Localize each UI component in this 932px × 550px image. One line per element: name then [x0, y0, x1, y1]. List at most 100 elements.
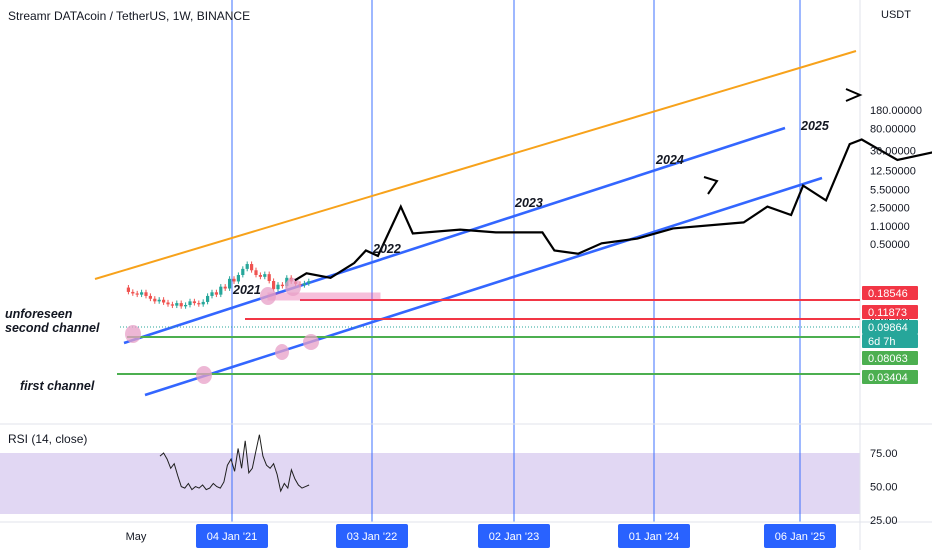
price-badge: 0.09864: [862, 320, 918, 334]
rsi-band: [0, 453, 860, 514]
price-badge: 0.08063: [862, 351, 918, 365]
candle-body: [175, 303, 179, 306]
annotation-2023: 2023: [514, 196, 543, 210]
projection-path: [294, 138, 932, 282]
price-badge-label: 0.03404: [868, 372, 908, 384]
candle-body: [179, 303, 183, 307]
candle-body: [267, 274, 271, 281]
touch-marker: [285, 278, 301, 296]
price-badge: 6d 7h: [862, 334, 918, 348]
price-tick-label: 80.00000: [870, 123, 916, 135]
level-lines: [117, 299, 860, 375]
rsi-tick-label: 75.00: [870, 448, 898, 460]
price-tick-label: 1.10000: [870, 221, 910, 233]
candle-body: [135, 293, 139, 295]
price-candles: [126, 261, 311, 309]
candle-body: [144, 292, 148, 296]
projection-arrowhead: [845, 88, 863, 102]
time-tick-label: 06 Jan '25: [775, 531, 825, 543]
rsi-tick-label: 25.00: [870, 515, 898, 527]
price-badge: 0.03404: [862, 370, 918, 384]
annotation-2024: 2024: [655, 153, 684, 167]
time-tick-label: 01 Jan '24: [629, 531, 679, 543]
candle-body: [236, 275, 240, 282]
candle-body: [232, 278, 236, 282]
candle-body: [272, 281, 276, 290]
price-tick-label: 180.00000: [870, 105, 922, 117]
candle-body: [219, 286, 223, 295]
candle-body: [188, 301, 192, 305]
candle-body: [197, 303, 201, 305]
time-label-bg: [336, 524, 408, 548]
price-badge-label: 0.18546: [868, 288, 908, 300]
time-tick-label: May: [126, 531, 147, 543]
time-label-bg: [478, 524, 550, 548]
price-badge-bg: [862, 286, 918, 300]
price-tick-label: 2.50000: [870, 202, 910, 214]
price-badge-bg: [862, 351, 918, 365]
time-label-bg: [618, 524, 690, 548]
upper-trendline: [94, 50, 857, 280]
candle-body: [184, 304, 188, 307]
time-axis[interactable]: May 04 Jan '21 03 Jan '22 02 Jan '23 01 Jan …: [126, 524, 836, 548]
candle-body: [214, 292, 218, 295]
price-tick-label: 0.50000: [870, 239, 910, 251]
candle-body: [276, 284, 280, 290]
candle-body: [210, 292, 214, 296]
candle-body: [157, 299, 161, 302]
time-tick-label: 02 Jan '23: [489, 531, 539, 543]
price-badge: 0.18546: [862, 286, 918, 300]
candle-body: [148, 295, 152, 299]
annotation-2022: 2022: [372, 242, 401, 256]
first-channel-lower: [144, 176, 823, 397]
price-badge-bg: [862, 334, 918, 348]
candle-body: [302, 283, 306, 286]
price-axis-unit: USDT: [881, 9, 911, 21]
touch-marker: [196, 366, 212, 384]
price-tick-label: 12.50000: [870, 166, 916, 178]
annotation-unforeseen: unforeseen second channel: [5, 307, 100, 335]
touch-marker: [303, 334, 319, 350]
price-badge: 0.11873: [862, 305, 918, 319]
projection-arrowhead: [703, 176, 719, 195]
candle-body: [162, 299, 166, 303]
price-badge-bg: [862, 320, 918, 334]
chart-title: Streamr DATAcoin / TetherUS, 1W, BINANCE: [8, 9, 251, 23]
price-badge-label: 0.08063: [868, 353, 908, 365]
price-tick-label: 30.00000: [870, 146, 916, 158]
candle-body: [241, 268, 245, 276]
year-lines: [231, 0, 801, 522]
candle-body: [166, 302, 170, 305]
rsi-axis: 75.00 50.00 25.00: [870, 448, 898, 527]
candle-body: [250, 264, 254, 271]
touch-marker: [260, 287, 276, 305]
first-channel-upper: [123, 126, 786, 345]
rsi-label: RSI (14, close): [8, 432, 87, 446]
annotation-first-channel: first channel: [20, 379, 95, 393]
price-badge-label: 0.09864: [868, 322, 908, 334]
price-badge-label: 6d 7h: [868, 336, 896, 348]
candle-body: [192, 301, 196, 304]
candle-body: [153, 298, 157, 302]
rsi-tick-label: 50.00: [870, 482, 898, 494]
touch-markers: [125, 278, 319, 384]
candle-body: [254, 270, 258, 276]
price-badge-label: 0.11873: [868, 307, 907, 319]
annotation-2025: 2025: [800, 119, 830, 133]
candle-body: [245, 264, 249, 269]
candle-body: [258, 275, 262, 277]
candle-body: [140, 292, 144, 295]
resistance-box: [267, 292, 381, 301]
price-badge-bg: [862, 305, 918, 319]
touch-marker: [275, 344, 289, 360]
rsi-line: [159, 434, 310, 493]
candle-body: [263, 274, 267, 277]
time-label-bg: [196, 524, 268, 548]
time-label-bg: [764, 524, 836, 548]
price-badge-bg: [862, 370, 918, 384]
candle-body: [201, 301, 205, 305]
candle-body: [206, 295, 210, 302]
candle-body: [280, 284, 284, 287]
candle-body: [307, 281, 311, 284]
